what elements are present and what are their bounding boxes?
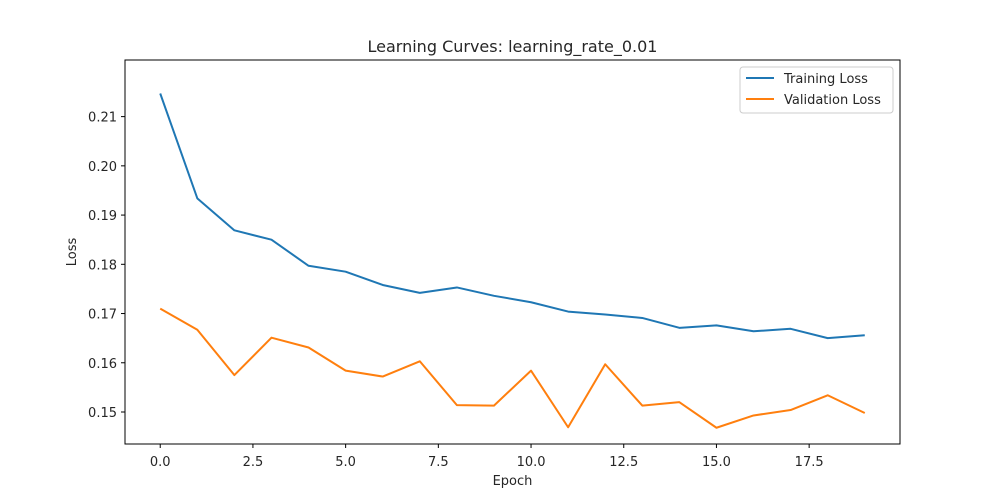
y-axis-label: Loss	[65, 238, 80, 267]
y-tick-label: 0.17	[88, 308, 117, 323]
legend-entry-training-loss: Training Loss	[783, 72, 868, 87]
y-tick-label: 0.21	[88, 111, 117, 126]
y-tick-label: 0.19	[88, 209, 117, 224]
x-tick-label: 2.5	[243, 455, 264, 470]
x-tick-label: 0.0	[150, 455, 171, 470]
chart-title: Learning Curves: learning_rate_0.01	[368, 37, 658, 57]
series-line-training-loss	[159, 93, 865, 340]
y-tick-label: 0.20	[88, 160, 117, 175]
y-tick-label: 0.18	[88, 258, 117, 273]
x-tick-label: 10.0	[517, 455, 546, 470]
x-axis-label: Epoch	[493, 474, 533, 489]
plot-frame	[124, 59, 901, 445]
y-tick-label: 0.15	[88, 406, 117, 421]
x-tick-label: 5.0	[335, 455, 356, 470]
x-tick-label: 15.0	[702, 455, 731, 470]
x-tick-label: 12.5	[609, 455, 638, 470]
y-axis: 0.15 0.16 0.17 0.18 0.19 0.20 0.21	[88, 111, 125, 421]
legend-entry-validation-loss: Validation Loss	[784, 93, 881, 108]
series-line-validation-loss	[159, 307, 866, 429]
plot-area	[159, 93, 866, 429]
x-tick-label: 17.5	[795, 455, 824, 470]
x-tick-label: 7.5	[428, 455, 449, 470]
x-axis: 0.0 2.5 5.0 7.5 10.0 12.5 15.0 17.5	[150, 444, 824, 470]
legend: Training Loss Validation Loss	[739, 66, 894, 114]
legend-box	[739, 66, 894, 114]
y-tick-label: 0.16	[88, 357, 117, 372]
